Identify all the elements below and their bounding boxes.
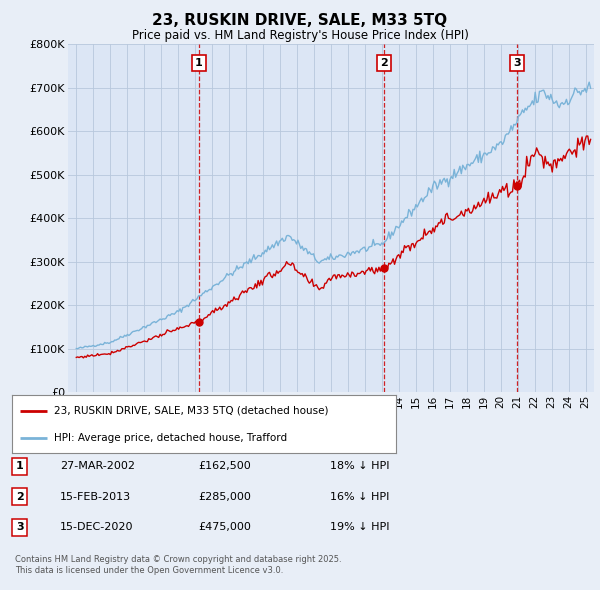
Text: 3: 3 xyxy=(513,58,521,68)
Text: This data is licensed under the Open Government Licence v3.0.: This data is licensed under the Open Gov… xyxy=(15,566,283,575)
Text: 27-MAR-2002: 27-MAR-2002 xyxy=(60,461,135,471)
Text: £475,000: £475,000 xyxy=(198,523,251,532)
Text: 23, RUSKIN DRIVE, SALE, M33 5TQ (detached house): 23, RUSKIN DRIVE, SALE, M33 5TQ (detache… xyxy=(54,406,329,416)
Text: £285,000: £285,000 xyxy=(198,492,251,502)
Text: 15-DEC-2020: 15-DEC-2020 xyxy=(60,523,133,532)
Text: HPI: Average price, detached house, Trafford: HPI: Average price, detached house, Traf… xyxy=(54,432,287,442)
Text: 1: 1 xyxy=(195,58,203,68)
Text: 23, RUSKIN DRIVE, SALE, M33 5TQ: 23, RUSKIN DRIVE, SALE, M33 5TQ xyxy=(152,13,448,28)
Text: 3: 3 xyxy=(16,523,23,532)
Text: 16% ↓ HPI: 16% ↓ HPI xyxy=(330,492,389,502)
Text: Contains HM Land Registry data © Crown copyright and database right 2025.: Contains HM Land Registry data © Crown c… xyxy=(15,555,341,563)
Text: 2: 2 xyxy=(380,58,388,68)
Text: Price paid vs. HM Land Registry's House Price Index (HPI): Price paid vs. HM Land Registry's House … xyxy=(131,30,469,42)
Text: 18% ↓ HPI: 18% ↓ HPI xyxy=(330,461,389,471)
Text: 2: 2 xyxy=(16,492,23,502)
Text: 19% ↓ HPI: 19% ↓ HPI xyxy=(330,523,389,532)
Text: 1: 1 xyxy=(16,461,23,471)
Text: £162,500: £162,500 xyxy=(198,461,251,471)
Text: 15-FEB-2013: 15-FEB-2013 xyxy=(60,492,131,502)
